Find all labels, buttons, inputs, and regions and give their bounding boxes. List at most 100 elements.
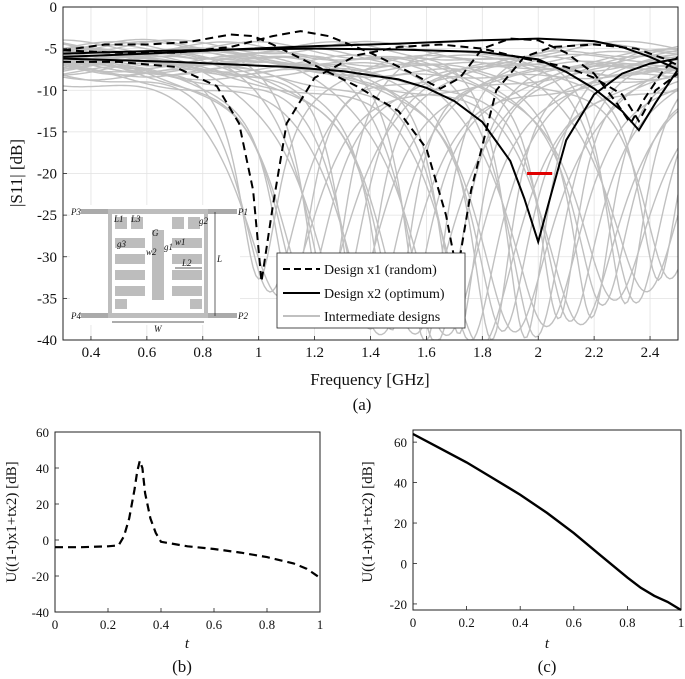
c-axes-box bbox=[412, 429, 682, 611]
x-tick-label: 0.6 bbox=[566, 615, 583, 630]
panel-a: 0.4 0.6 0.8 1 1.2 1.4 1.6 1.8 2 2.2 2.4 0 -5 -10 -15 -2… bbox=[7, 0, 679, 414]
y-tick-label: -25 bbox=[37, 208, 57, 224]
intermediate-design-curve bbox=[63, 39, 678, 305]
x-tick-label: 1.4 bbox=[361, 345, 380, 361]
antenna-layout-inset: P3 P1 P4 P2 L W L1 w1 g1 g2 g3 w2 G L2 L… bbox=[70, 205, 248, 334]
y-tick-label: -20 bbox=[390, 597, 407, 612]
y-tick-label: 40 bbox=[394, 476, 407, 491]
x-tick-label: 1 bbox=[678, 615, 685, 630]
y-tick-label: -40 bbox=[37, 333, 57, 349]
x-tick-label: 0 bbox=[52, 617, 59, 632]
y-tick-label: -35 bbox=[37, 291, 57, 307]
y-tick-label: -15 bbox=[37, 125, 57, 141]
b-axes-box bbox=[54, 431, 321, 613]
b-ylabel: U((1-t)x1+tx2) [dB] bbox=[4, 461, 20, 582]
panel-b: 0 0.2 0.4 0.6 0.8 1 60 40 20 0 -20 -40 U((1-t)x1+tx… bbox=[4, 425, 323, 676]
b-curve bbox=[55, 456, 321, 579]
a-xlabel: Frequency [GHz] bbox=[310, 370, 429, 389]
inset-label-p3: P3 bbox=[70, 207, 81, 217]
x-tick-label: 1 bbox=[317, 617, 324, 632]
intermediate-design-curve bbox=[63, 60, 678, 319]
legend-item-intermediate: Intermediate designs bbox=[324, 310, 440, 325]
y-tick-label: -20 bbox=[32, 569, 49, 584]
y-tick-label: -5 bbox=[45, 42, 58, 58]
inset-label-g3: g3 bbox=[117, 239, 127, 249]
y-tick-label: -40 bbox=[32, 605, 49, 620]
inset-label-w: W bbox=[154, 324, 163, 334]
x-tick-label: 0.4 bbox=[512, 615, 529, 630]
y-tick-label: 0 bbox=[401, 556, 408, 571]
x-tick-label: 0 bbox=[410, 615, 417, 630]
a-caption: (a) bbox=[353, 395, 372, 414]
x-tick-label: 1.2 bbox=[305, 345, 324, 361]
y-tick-label: -20 bbox=[37, 167, 57, 183]
design-x1-curve bbox=[63, 43, 678, 282]
inset-label-g2: g2 bbox=[199, 216, 209, 226]
y-tick-label: 60 bbox=[36, 425, 49, 440]
x-tick-label: 2 bbox=[534, 345, 542, 361]
x-tick-label: 0.6 bbox=[137, 345, 156, 361]
x-tick-label: 0.8 bbox=[193, 345, 212, 361]
inset-label-l3: L3 bbox=[130, 214, 141, 224]
b-xlabel: t bbox=[185, 636, 190, 652]
c-curve bbox=[412, 432, 682, 612]
intermediate-design-curve bbox=[63, 60, 678, 293]
design-x2-curve bbox=[63, 57, 678, 246]
design-x2-curve bbox=[63, 37, 678, 71]
intermediate-design-curve bbox=[63, 68, 678, 340]
x-tick-label: 2.4 bbox=[641, 345, 660, 361]
y-tick-label: 0 bbox=[50, 0, 58, 16]
inset-label-w1: w1 bbox=[175, 237, 186, 247]
b-caption: (b) bbox=[172, 657, 192, 676]
legend-item-design-x1: Design x1 (random) bbox=[324, 263, 437, 278]
c-caption: (c) bbox=[538, 657, 557, 676]
x-tick-label: 2.2 bbox=[585, 345, 604, 361]
intermediate-design-curve bbox=[63, 41, 678, 340]
b-series-line bbox=[55, 456, 321, 579]
c-series-line bbox=[412, 432, 682, 612]
b-tick-labels: 0 0.2 0.4 0.6 0.8 1 60 40 20 0 -20 -40 bbox=[32, 425, 324, 632]
inset-label-l: L bbox=[216, 254, 222, 264]
y-tick-label: 40 bbox=[36, 461, 49, 476]
inset-label-p1: P1 bbox=[237, 207, 248, 217]
x-tick-label: 0.4 bbox=[153, 617, 170, 632]
intermediate-design-curve bbox=[63, 50, 678, 308]
a-legend: Design x1 (random) Design x2 (optimum) I… bbox=[276, 252, 466, 329]
inset-label-p2: P2 bbox=[237, 311, 248, 321]
y-tick-label: 20 bbox=[36, 497, 49, 512]
a-design-curves bbox=[63, 30, 678, 282]
x-tick-label: 0.8 bbox=[619, 615, 635, 630]
x-tick-label: 0.2 bbox=[458, 615, 474, 630]
a-ylabel: |S11| [dB] bbox=[7, 139, 26, 207]
x-tick-label: 0.8 bbox=[259, 617, 275, 632]
inset-label-l2: L2 bbox=[181, 258, 192, 268]
intermediate-design-curve bbox=[63, 55, 678, 307]
intermediate-design-curve bbox=[63, 59, 678, 280]
y-tick-label: 60 bbox=[394, 435, 407, 450]
y-tick-label: 20 bbox=[394, 516, 407, 531]
intermediate-design-curve bbox=[63, 51, 678, 335]
inset-label-w2: w2 bbox=[146, 247, 157, 257]
intermediate-design-curve bbox=[63, 55, 678, 335]
x-tick-label: 0.4 bbox=[82, 345, 101, 361]
a-tick-labels: 0.4 0.6 0.8 1 1.2 1.4 1.6 1.8 2 2.2 2.4 0 -5 -10 -15 -2… bbox=[37, 0, 660, 361]
y-tick-label: -10 bbox=[37, 83, 57, 99]
x-tick-label: 1 bbox=[255, 345, 263, 361]
y-tick-label: -30 bbox=[37, 250, 57, 266]
c-xlabel: t bbox=[545, 636, 550, 652]
intermediate-design-curve bbox=[63, 50, 678, 282]
x-tick-label: 1.8 bbox=[473, 345, 492, 361]
x-tick-label: 1.6 bbox=[417, 345, 436, 361]
inset-label-g: G bbox=[152, 228, 159, 238]
design-x1-curve bbox=[63, 33, 678, 274]
inset-label-l1: L1 bbox=[113, 214, 124, 224]
intermediate-design-curve bbox=[63, 38, 678, 304]
x-tick-label: 0.6 bbox=[206, 617, 223, 632]
legend-item-design-x2: Design x2 (optimum) bbox=[324, 287, 445, 302]
x-tick-label: 0.2 bbox=[100, 617, 116, 632]
c-ylabel: U((1-t)x1+tx2) [dB] bbox=[360, 461, 376, 582]
y-tick-label: 0 bbox=[43, 533, 50, 548]
